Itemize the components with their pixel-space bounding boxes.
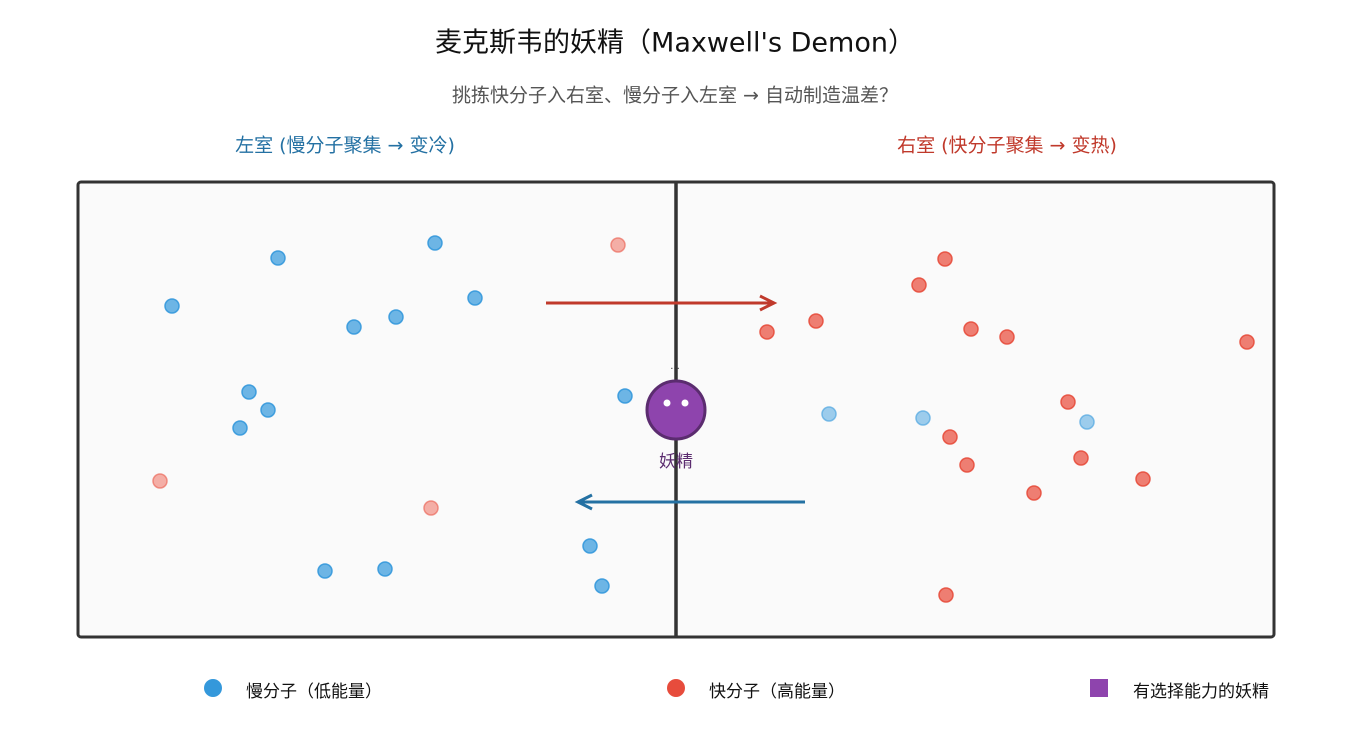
molecule [1026, 485, 1042, 501]
molecule [388, 309, 404, 325]
molecule [942, 429, 958, 445]
molecule [959, 457, 975, 473]
molecule [1239, 334, 1255, 350]
molecule [317, 563, 333, 579]
molecule [241, 384, 257, 400]
legend-label: 快分子（高能量） [709, 682, 845, 702]
arrow-right [546, 294, 778, 312]
molecule [346, 319, 362, 335]
molecule [808, 313, 824, 329]
legend-label: 有选择能力的妖精 [1133, 682, 1269, 702]
molecule [915, 410, 931, 426]
molecule [759, 324, 775, 340]
demon-eye [663, 399, 671, 407]
gate-mark: ··· [670, 364, 680, 375]
molecule [610, 237, 626, 253]
subtitle: 挑拣快分子入右室、慢分子入左室 → 自动制造温差？ [452, 85, 898, 107]
demon-eye [681, 399, 689, 407]
molecule [821, 406, 837, 422]
molecule [152, 473, 168, 489]
demon-label: 妖精 [659, 452, 693, 472]
molecule [937, 251, 953, 267]
right-chamber-label: 右室 (快分子聚集 → 变热) [897, 135, 1117, 157]
molecule [911, 277, 927, 293]
molecule [582, 538, 598, 554]
legend-icon [1090, 679, 1108, 697]
molecule [963, 321, 979, 337]
molecule [232, 420, 248, 436]
molecule [164, 298, 180, 314]
left-chamber-label: 左室 (慢分子聚集 → 变冷) [235, 135, 455, 157]
legend-label: 慢分子（低能量） [246, 681, 382, 702]
title: 麦克斯韦的妖精（Maxwell's Demon） [435, 28, 915, 59]
molecules [152, 235, 1255, 603]
molecule [1135, 471, 1151, 487]
molecule [594, 578, 610, 594]
legend-icon [204, 679, 222, 697]
demon [645, 379, 707, 441]
molecule [938, 587, 954, 603]
molecule [1073, 450, 1089, 466]
molecule [1060, 394, 1076, 410]
molecule [999, 329, 1015, 345]
molecule [377, 561, 393, 577]
molecule [467, 290, 483, 306]
molecule [427, 235, 443, 251]
legend-icon [667, 679, 685, 697]
arrow-left [574, 493, 805, 511]
molecule [1079, 414, 1095, 430]
molecule [617, 388, 633, 404]
molecule [260, 402, 276, 418]
molecule [270, 250, 286, 266]
molecule [423, 500, 439, 516]
